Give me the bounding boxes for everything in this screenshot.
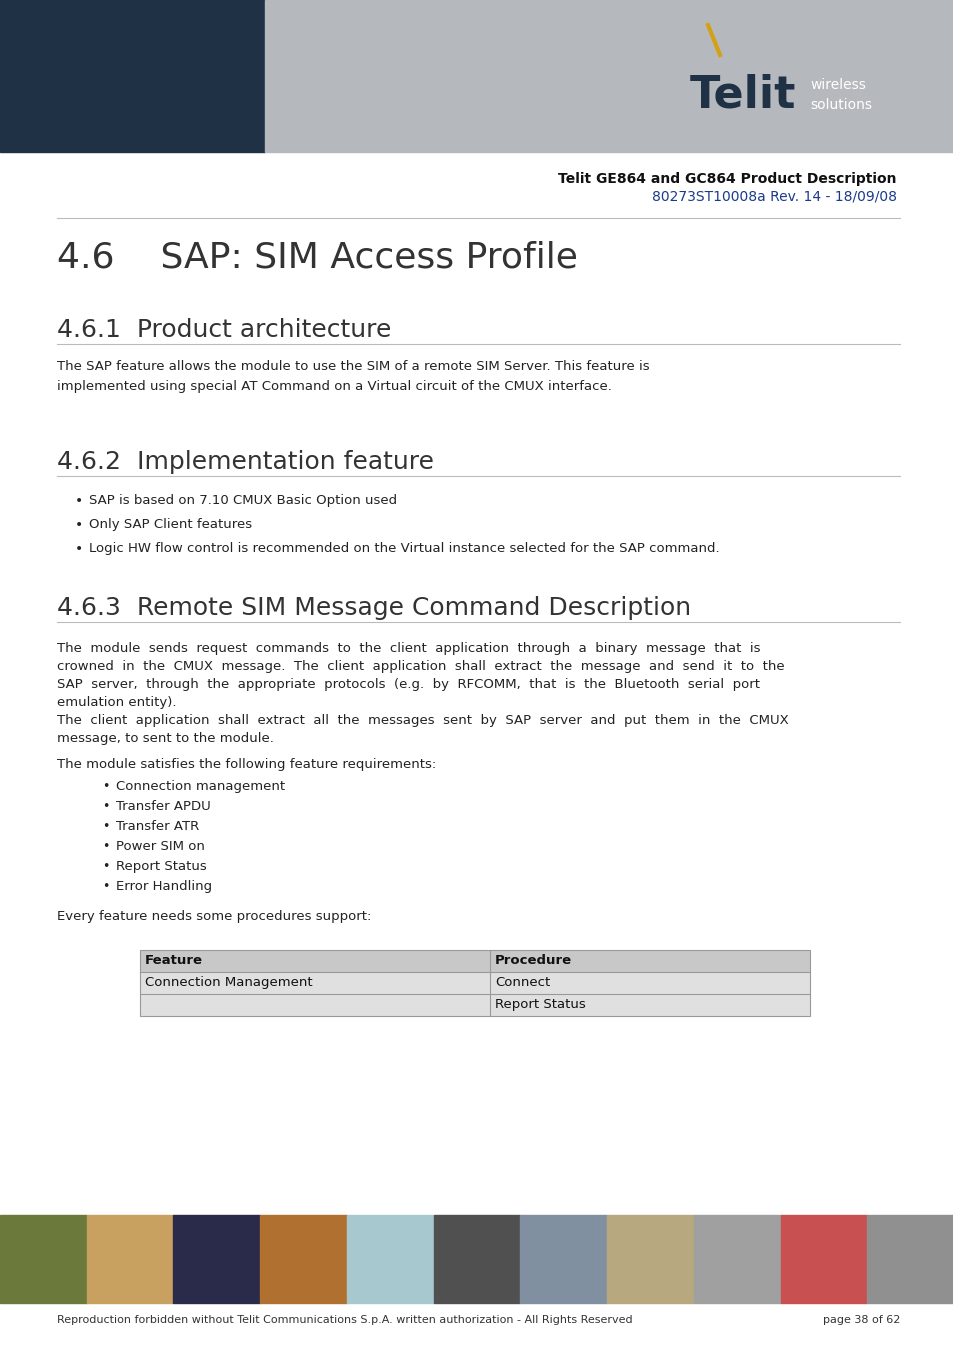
Text: Connect: Connect: [495, 975, 550, 989]
Text: 4.6.3  Remote SIM Message Command Description: 4.6.3 Remote SIM Message Command Descrip…: [57, 596, 690, 620]
Text: emulation entity).: emulation entity).: [57, 696, 176, 709]
Bar: [434, 1215, 519, 1302]
Text: •: •: [102, 780, 110, 793]
Text: Reproduction forbidden without Telit Communications S.p.A. written authorization: Reproduction forbidden without Telit Com…: [57, 1315, 632, 1325]
Text: 4.6.2  Implementation feature: 4.6.2 Implementation feature: [57, 450, 434, 474]
Text: 80273ST10008a Rev. 14 - 18/09/08: 80273ST10008a Rev. 14 - 18/09/08: [651, 190, 896, 204]
Bar: [260, 1215, 347, 1302]
Bar: [140, 950, 809, 971]
Text: Feature: Feature: [145, 954, 203, 967]
Bar: [780, 1215, 866, 1302]
Text: Telit: Telit: [689, 73, 796, 116]
Text: The SAP feature allows the module to use the SIM of a remote SIM Server. This fe: The SAP feature allows the module to use…: [57, 359, 649, 393]
Text: Connection Management: Connection Management: [145, 975, 313, 989]
Bar: [866, 1215, 953, 1302]
Text: crowned  in  the  CMUX  message.  The  client  application  shall  extract  the : crowned in the CMUX message. The client …: [57, 661, 783, 673]
Text: Procedure: Procedure: [495, 954, 572, 967]
Bar: [140, 971, 809, 1016]
Text: Transfer ATR: Transfer ATR: [116, 820, 199, 834]
Text: Telit GE864 and GC864 Product Description: Telit GE864 and GC864 Product Descriptio…: [558, 172, 896, 186]
Text: Transfer APDU: Transfer APDU: [116, 800, 211, 813]
Text: •: •: [75, 517, 83, 532]
Bar: [140, 950, 809, 1016]
Text: •: •: [102, 880, 110, 893]
Text: wireless
solutions: wireless solutions: [809, 78, 871, 112]
Bar: [265, 0, 953, 153]
Bar: [347, 1215, 434, 1302]
Text: 4.6    SAP: SIM Access Profile: 4.6 SAP: SIM Access Profile: [57, 240, 578, 274]
Text: Power SIM on: Power SIM on: [116, 840, 205, 852]
Bar: [0, 1215, 87, 1302]
Bar: [606, 1215, 693, 1302]
Bar: [173, 1215, 260, 1302]
Text: •: •: [75, 542, 83, 557]
Text: Every feature needs some procedures support:: Every feature needs some procedures supp…: [57, 911, 371, 923]
Text: •: •: [102, 800, 110, 813]
Bar: [0, 0, 265, 153]
Text: 4.6.1  Product architecture: 4.6.1 Product architecture: [57, 317, 391, 342]
Text: page 38 of 62: page 38 of 62: [821, 1315, 899, 1325]
Text: Only SAP Client features: Only SAP Client features: [89, 517, 252, 531]
Text: •: •: [102, 820, 110, 834]
Bar: [693, 1215, 780, 1302]
Bar: [519, 1215, 606, 1302]
Text: Logic HW flow control is recommended on the Virtual instance selected for the SA: Logic HW flow control is recommended on …: [89, 542, 719, 555]
Text: Report Status: Report Status: [116, 861, 207, 873]
Text: SAP is based on 7.10 CMUX Basic Option used: SAP is based on 7.10 CMUX Basic Option u…: [89, 494, 396, 507]
Text: The  client  application  shall  extract  all  the  messages  sent  by  SAP  ser: The client application shall extract all…: [57, 713, 788, 727]
Text: Connection management: Connection management: [116, 780, 285, 793]
Text: •: •: [102, 840, 110, 852]
Text: The  module  sends  request  commands  to  the  client  application  through  a : The module sends request commands to the…: [57, 642, 760, 655]
Text: •: •: [102, 861, 110, 873]
Text: The module satisfies the following feature requirements:: The module satisfies the following featu…: [57, 758, 436, 771]
Text: Report Status: Report Status: [495, 998, 585, 1011]
Text: SAP  server,  through  the  appropriate  protocols  (e.g.  by  RFCOMM,  that  is: SAP server, through the appropriate prot…: [57, 678, 760, 690]
Text: message, to sent to the module.: message, to sent to the module.: [57, 732, 274, 744]
Bar: [87, 1215, 173, 1302]
Text: Error Handling: Error Handling: [116, 880, 212, 893]
Text: •: •: [75, 494, 83, 508]
